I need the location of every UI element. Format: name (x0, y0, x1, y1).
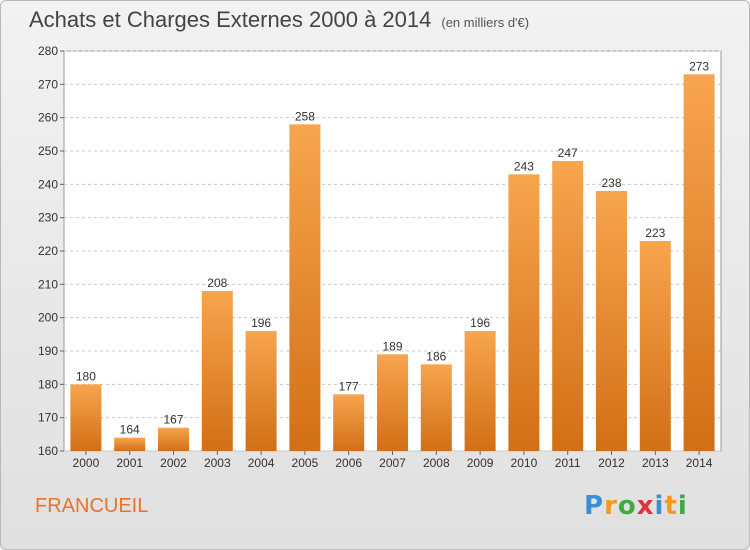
logo-letter: t (664, 491, 678, 521)
x-tick-label: 2007 (379, 456, 406, 470)
data-label: 189 (382, 339, 402, 353)
data-label: 238 (601, 176, 621, 190)
proxiti-logo[interactable]: Proxiti (584, 491, 688, 521)
data-label: 164 (120, 423, 140, 437)
x-tick-label: 2012 (598, 456, 625, 470)
logo-letter: P (584, 491, 605, 521)
x-tick-label: 2005 (292, 456, 319, 470)
x-tick-label: 2011 (555, 456, 581, 470)
x-tick-label: 2006 (335, 456, 362, 470)
y-tick-label: 210 (38, 277, 58, 291)
y-tick-label: 220 (38, 244, 58, 258)
bar (639, 241, 671, 451)
data-label: 167 (163, 413, 183, 427)
bar (552, 161, 584, 451)
data-label: 196 (251, 316, 271, 330)
x-tick-label: 2014 (686, 456, 713, 470)
logo-letter: o (617, 491, 637, 521)
y-tick-label: 170 (38, 411, 58, 425)
data-label: 247 (558, 146, 578, 160)
y-tick-label: 250 (38, 144, 58, 158)
x-tick-label: 2000 (73, 456, 100, 470)
data-label: 208 (207, 276, 227, 290)
x-tick-label: 2008 (423, 456, 450, 470)
bar (245, 331, 277, 451)
logo-letter: x (636, 491, 655, 521)
y-tick-label: 190 (38, 344, 58, 358)
x-tick-label: 2009 (467, 456, 494, 470)
bar (377, 354, 408, 451)
logo-letter: i (677, 491, 688, 521)
x-tick-label: 2003 (204, 456, 231, 470)
bar (114, 437, 146, 451)
y-tick-label: 260 (38, 111, 58, 125)
data-label: 223 (645, 226, 665, 240)
bar (683, 74, 715, 451)
y-tick-label: 160 (38, 444, 58, 458)
y-tick-label: 230 (38, 211, 58, 225)
y-tick-label: 240 (38, 177, 58, 191)
title-text: Achats et Charges Externes 2000 à 2014 (29, 7, 432, 32)
x-tick-label: 2001 (116, 456, 143, 470)
logo-letter: i (654, 491, 665, 521)
title-unit: (en milliers d'€) (441, 15, 530, 30)
data-label: 186 (426, 349, 446, 363)
bar (158, 427, 189, 451)
x-tick-label: 2004 (248, 456, 275, 470)
bar (201, 291, 233, 451)
location-name: FRANCUEIL (35, 495, 149, 517)
logo-letter: r (604, 491, 618, 521)
data-label: 243 (514, 159, 534, 173)
y-tick-label: 200 (38, 311, 58, 325)
data-label: 258 (295, 109, 315, 123)
bar (70, 384, 102, 451)
data-label: 177 (339, 379, 359, 393)
y-tick-label: 270 (38, 77, 58, 91)
y-tick-label: 180 (38, 377, 58, 391)
bar (420, 364, 452, 451)
x-tick-label: 2013 (642, 456, 669, 470)
data-label: 180 (76, 369, 96, 383)
x-tick-label: 2010 (511, 456, 538, 470)
chart-title: Achats et Charges Externes 2000 à 2014 (e… (29, 7, 529, 33)
data-label: 273 (689, 59, 709, 73)
y-tick-label: 280 (38, 44, 58, 58)
bar (464, 331, 496, 451)
bar (289, 124, 321, 451)
bar (596, 191, 627, 451)
x-tick-label: 2002 (160, 456, 187, 470)
data-label: 196 (470, 316, 490, 330)
bar (333, 394, 365, 451)
bar (508, 174, 540, 452)
